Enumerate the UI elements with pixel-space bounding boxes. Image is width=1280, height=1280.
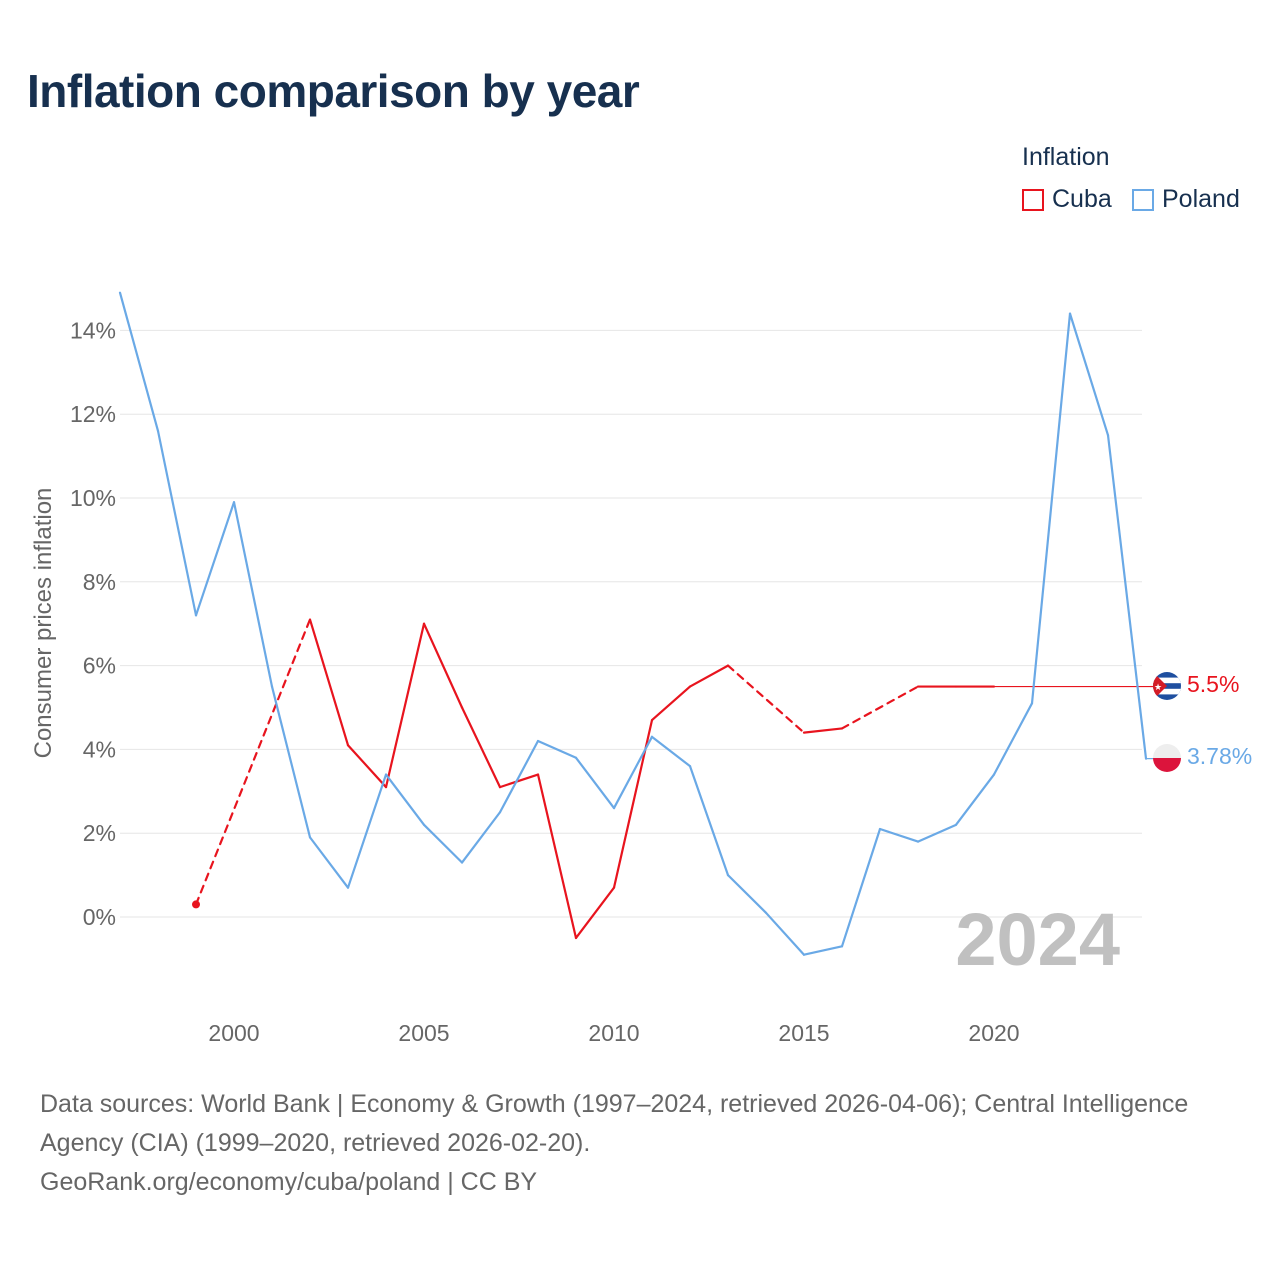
poland-line-segment	[764, 911, 806, 956]
y-tick-label: 10%	[70, 485, 116, 511]
svg-text:★: ★	[1154, 683, 1162, 693]
x-tick-label: 2015	[778, 1020, 829, 1046]
poland-line-segment	[726, 873, 768, 914]
cuba-flag-icon: ★	[1153, 672, 1181, 700]
poland-line-segment	[346, 773, 388, 889]
cuba-line-segment	[536, 773, 578, 940]
chart-title: Inflation comparison by year	[27, 65, 640, 117]
poland-line-segment	[1030, 312, 1072, 705]
legend-item-poland[interactable]: Poland	[1132, 185, 1240, 214]
poland-line-segment	[270, 685, 312, 839]
x-tick-label: 2005	[398, 1020, 449, 1046]
series-poland	[118, 291, 1153, 956]
end-flags: ★	[1153, 672, 1181, 772]
grid	[120, 329, 1142, 918]
cuba-line-segment	[650, 685, 692, 722]
poland-line-segment	[384, 773, 426, 826]
poland-line-segment	[954, 773, 996, 826]
y-tick-label: 6%	[83, 653, 116, 679]
cuba-line-segment	[498, 773, 540, 789]
poland-line-segment	[916, 823, 958, 843]
poland-line-segment	[194, 501, 236, 617]
y-tick-label: 4%	[83, 736, 116, 762]
series-cuba	[192, 618, 1153, 940]
poland-line-segment	[878, 827, 920, 843]
legend-title: Inflation	[1022, 143, 1110, 171]
poland-line-segment	[1068, 312, 1110, 437]
cuba-line-segment	[840, 685, 920, 730]
poland-line-segment	[574, 756, 616, 810]
cuba-line-segment	[194, 618, 312, 906]
cuba-line-segment	[308, 618, 350, 747]
end-label-cuba: 5.5%	[1187, 671, 1239, 697]
legend-item-cuba[interactable]: Cuba	[1022, 185, 1112, 214]
legend-label-poland: Poland	[1162, 185, 1240, 213]
poland-line-segment	[308, 836, 350, 889]
poland-flag-icon	[1153, 744, 1181, 772]
cuba-line-segment	[726, 664, 806, 734]
series	[118, 291, 1153, 956]
poland-line-segment	[992, 702, 1034, 776]
cuba-line-segment	[802, 727, 844, 734]
legend-swatch-poland	[1132, 188, 1154, 211]
end-label-poland: 3.78%	[1187, 743, 1252, 769]
poland-line-segment	[688, 765, 730, 877]
axes: 0% 2% 4% 6% 8% 10% 12% 14% 2000 2005 2010 2015 2020	[70, 317, 1020, 1046]
poland-line-segment	[460, 811, 502, 864]
y-tick-label: 12%	[70, 401, 116, 427]
poland-line-segment	[612, 735, 654, 810]
poland-line-segment	[156, 429, 198, 617]
legend-swatch-cuba	[1022, 188, 1044, 211]
cuba-line-segment	[384, 622, 426, 789]
poland-line-segment	[840, 827, 882, 948]
y-axis-label: Consumer prices inflation	[30, 488, 57, 759]
poland-line-segment	[650, 735, 692, 768]
poland-line-segment	[118, 291, 160, 433]
footer-sources: Data sources: World Bank | Economy & Gro…	[40, 1090, 1189, 1157]
poland-line-segment	[1106, 434, 1148, 760]
legend-label-cuba: Cuba	[1052, 185, 1112, 213]
cuba-line-segment	[460, 706, 502, 789]
poland-line-segment	[536, 739, 578, 759]
x-tick-label: 2020	[968, 1020, 1019, 1046]
poland-line-segment	[498, 739, 540, 814]
y-tick-label: 0%	[83, 904, 116, 930]
cuba-line-segment	[688, 664, 730, 688]
poland-line-segment	[232, 501, 274, 688]
poland-line-segment	[802, 945, 844, 956]
cuba-point	[192, 900, 200, 909]
footer-credit[interactable]: GeoRank.org/economy/cuba/poland | CC BY	[40, 1168, 538, 1196]
y-tick-label: 2%	[83, 820, 116, 846]
y-tick-label: 14%	[70, 317, 116, 343]
x-tick-label: 2000	[208, 1020, 259, 1046]
chart-canvas: 0%2%4%6%8%10%12%14%2000 2005 2010 2015 2020 …	[30, 291, 1252, 1046]
cuba-line-segment	[574, 886, 616, 940]
cuba-line-segment	[422, 622, 464, 709]
poland-line-segment	[422, 823, 464, 864]
year-watermark: 2024	[955, 898, 1120, 981]
y-tick-label: 8%	[83, 569, 116, 595]
x-tick-label: 2010	[588, 1020, 639, 1046]
cuba-line-segment	[346, 744, 388, 789]
